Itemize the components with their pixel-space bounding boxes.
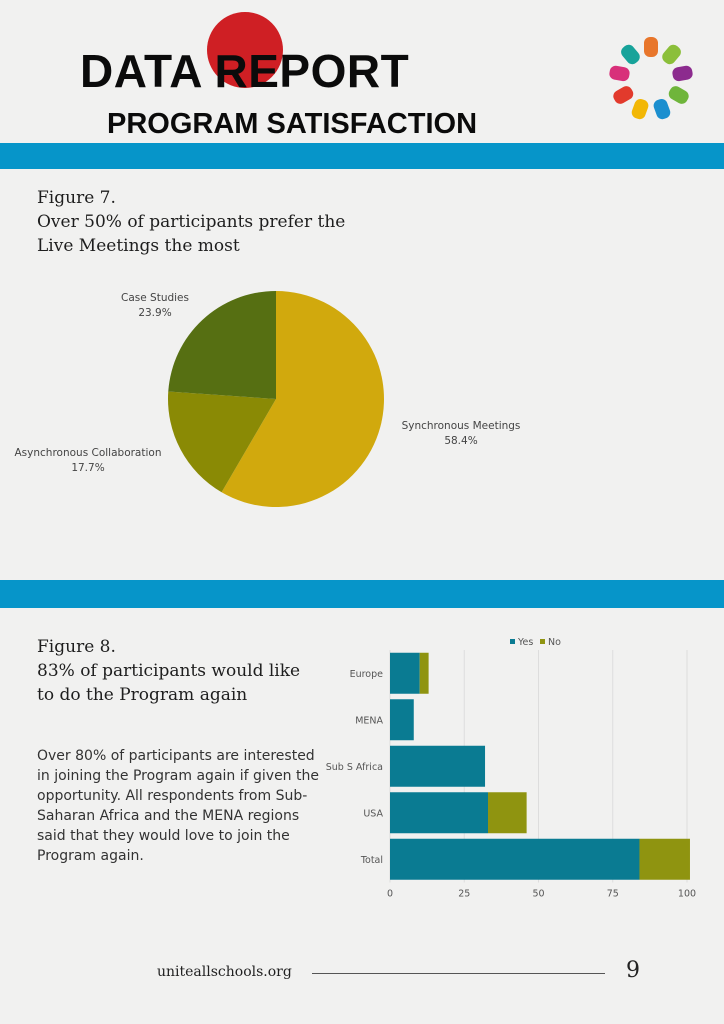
footer-url[interactable]: uniteallschools.org (157, 964, 292, 980)
x-tick-label: 100 (678, 889, 696, 900)
x-tick-label: 75 (607, 889, 619, 900)
bar-no-total (639, 838, 690, 880)
pie-slice-case-studies (168, 291, 276, 399)
stacked-bar-chart: 0 25 50 75 100 Yes No Europe MENA Sub S Africa USA… (326, 637, 696, 900)
page-number: 9 (626, 958, 640, 983)
pie-label-asynchronous-collaboration: Asynchronous Collaboration (15, 447, 162, 459)
pie-slice-asynchronous-collaboration (168, 391, 276, 493)
x-tick-label: 0 (387, 889, 393, 900)
bar-no-europe (419, 652, 429, 694)
figure7-number: Figure 7. (37, 188, 116, 208)
pie-pct-asynchronous-collaboration: 17.7% (71, 462, 104, 474)
category-label: MENA (355, 715, 383, 726)
footer-divider (312, 973, 605, 974)
legend-label-no: No (548, 637, 561, 648)
figure8-caption: Figure 8. 83% of participants would like… (37, 635, 337, 707)
pie-pct-synchronous-meetings: 58.4% (444, 435, 477, 447)
pie-slice-synchronous-meetings (221, 291, 384, 507)
figure8-paragraph: Over 80% of participants are interested … (37, 748, 319, 864)
bar-yes-sub-s-africa (390, 745, 486, 787)
x-tick-label: 25 (458, 889, 470, 900)
figure7-line3: Live Meetings the most (37, 236, 240, 256)
middle-blue-band (0, 580, 724, 608)
legend-swatch-yes (510, 639, 515, 644)
figure8-line3: to do the Program again (37, 685, 248, 705)
category-label: Europe (350, 669, 384, 680)
category-label: Total (360, 855, 383, 866)
bar-yes-usa (390, 792, 489, 834)
legend-swatch-no (540, 639, 545, 644)
pie-pct-case-studies: 23.9% (138, 307, 171, 319)
figure7-caption: Figure 7. Over 50% of participants prefe… (37, 186, 397, 258)
pie-label-synchronous-meetings: Synchronous Meetings (402, 420, 521, 432)
report-title: DATA REPORT (80, 45, 410, 97)
legend-label-yes: Yes (517, 637, 533, 648)
top-blue-band (0, 143, 724, 169)
figure7-line2: Over 50% of participants prefer the (37, 212, 346, 232)
hands-circle-logo-icon (609, 37, 693, 120)
bar-yes-total (390, 838, 640, 880)
pie-chart: Synchronous Meetings 58.4% Asynchronous Co… (15, 291, 521, 507)
bar-no-usa (488, 792, 527, 834)
figure8-number: Figure 8. (37, 637, 116, 657)
report-subtitle: PROGRAM SATISFACTION (107, 108, 478, 140)
pie-label-case-studies: Case Studies (121, 292, 189, 304)
bar-yes-europe (390, 652, 420, 694)
bar-yes-mena (390, 699, 414, 741)
red-circle-decoration (207, 12, 283, 88)
category-label: USA (363, 808, 383, 819)
figure8-line2: 83% of participants would like (37, 661, 301, 681)
category-label: Sub S Africa (326, 762, 383, 773)
x-tick-label: 50 (532, 889, 544, 900)
